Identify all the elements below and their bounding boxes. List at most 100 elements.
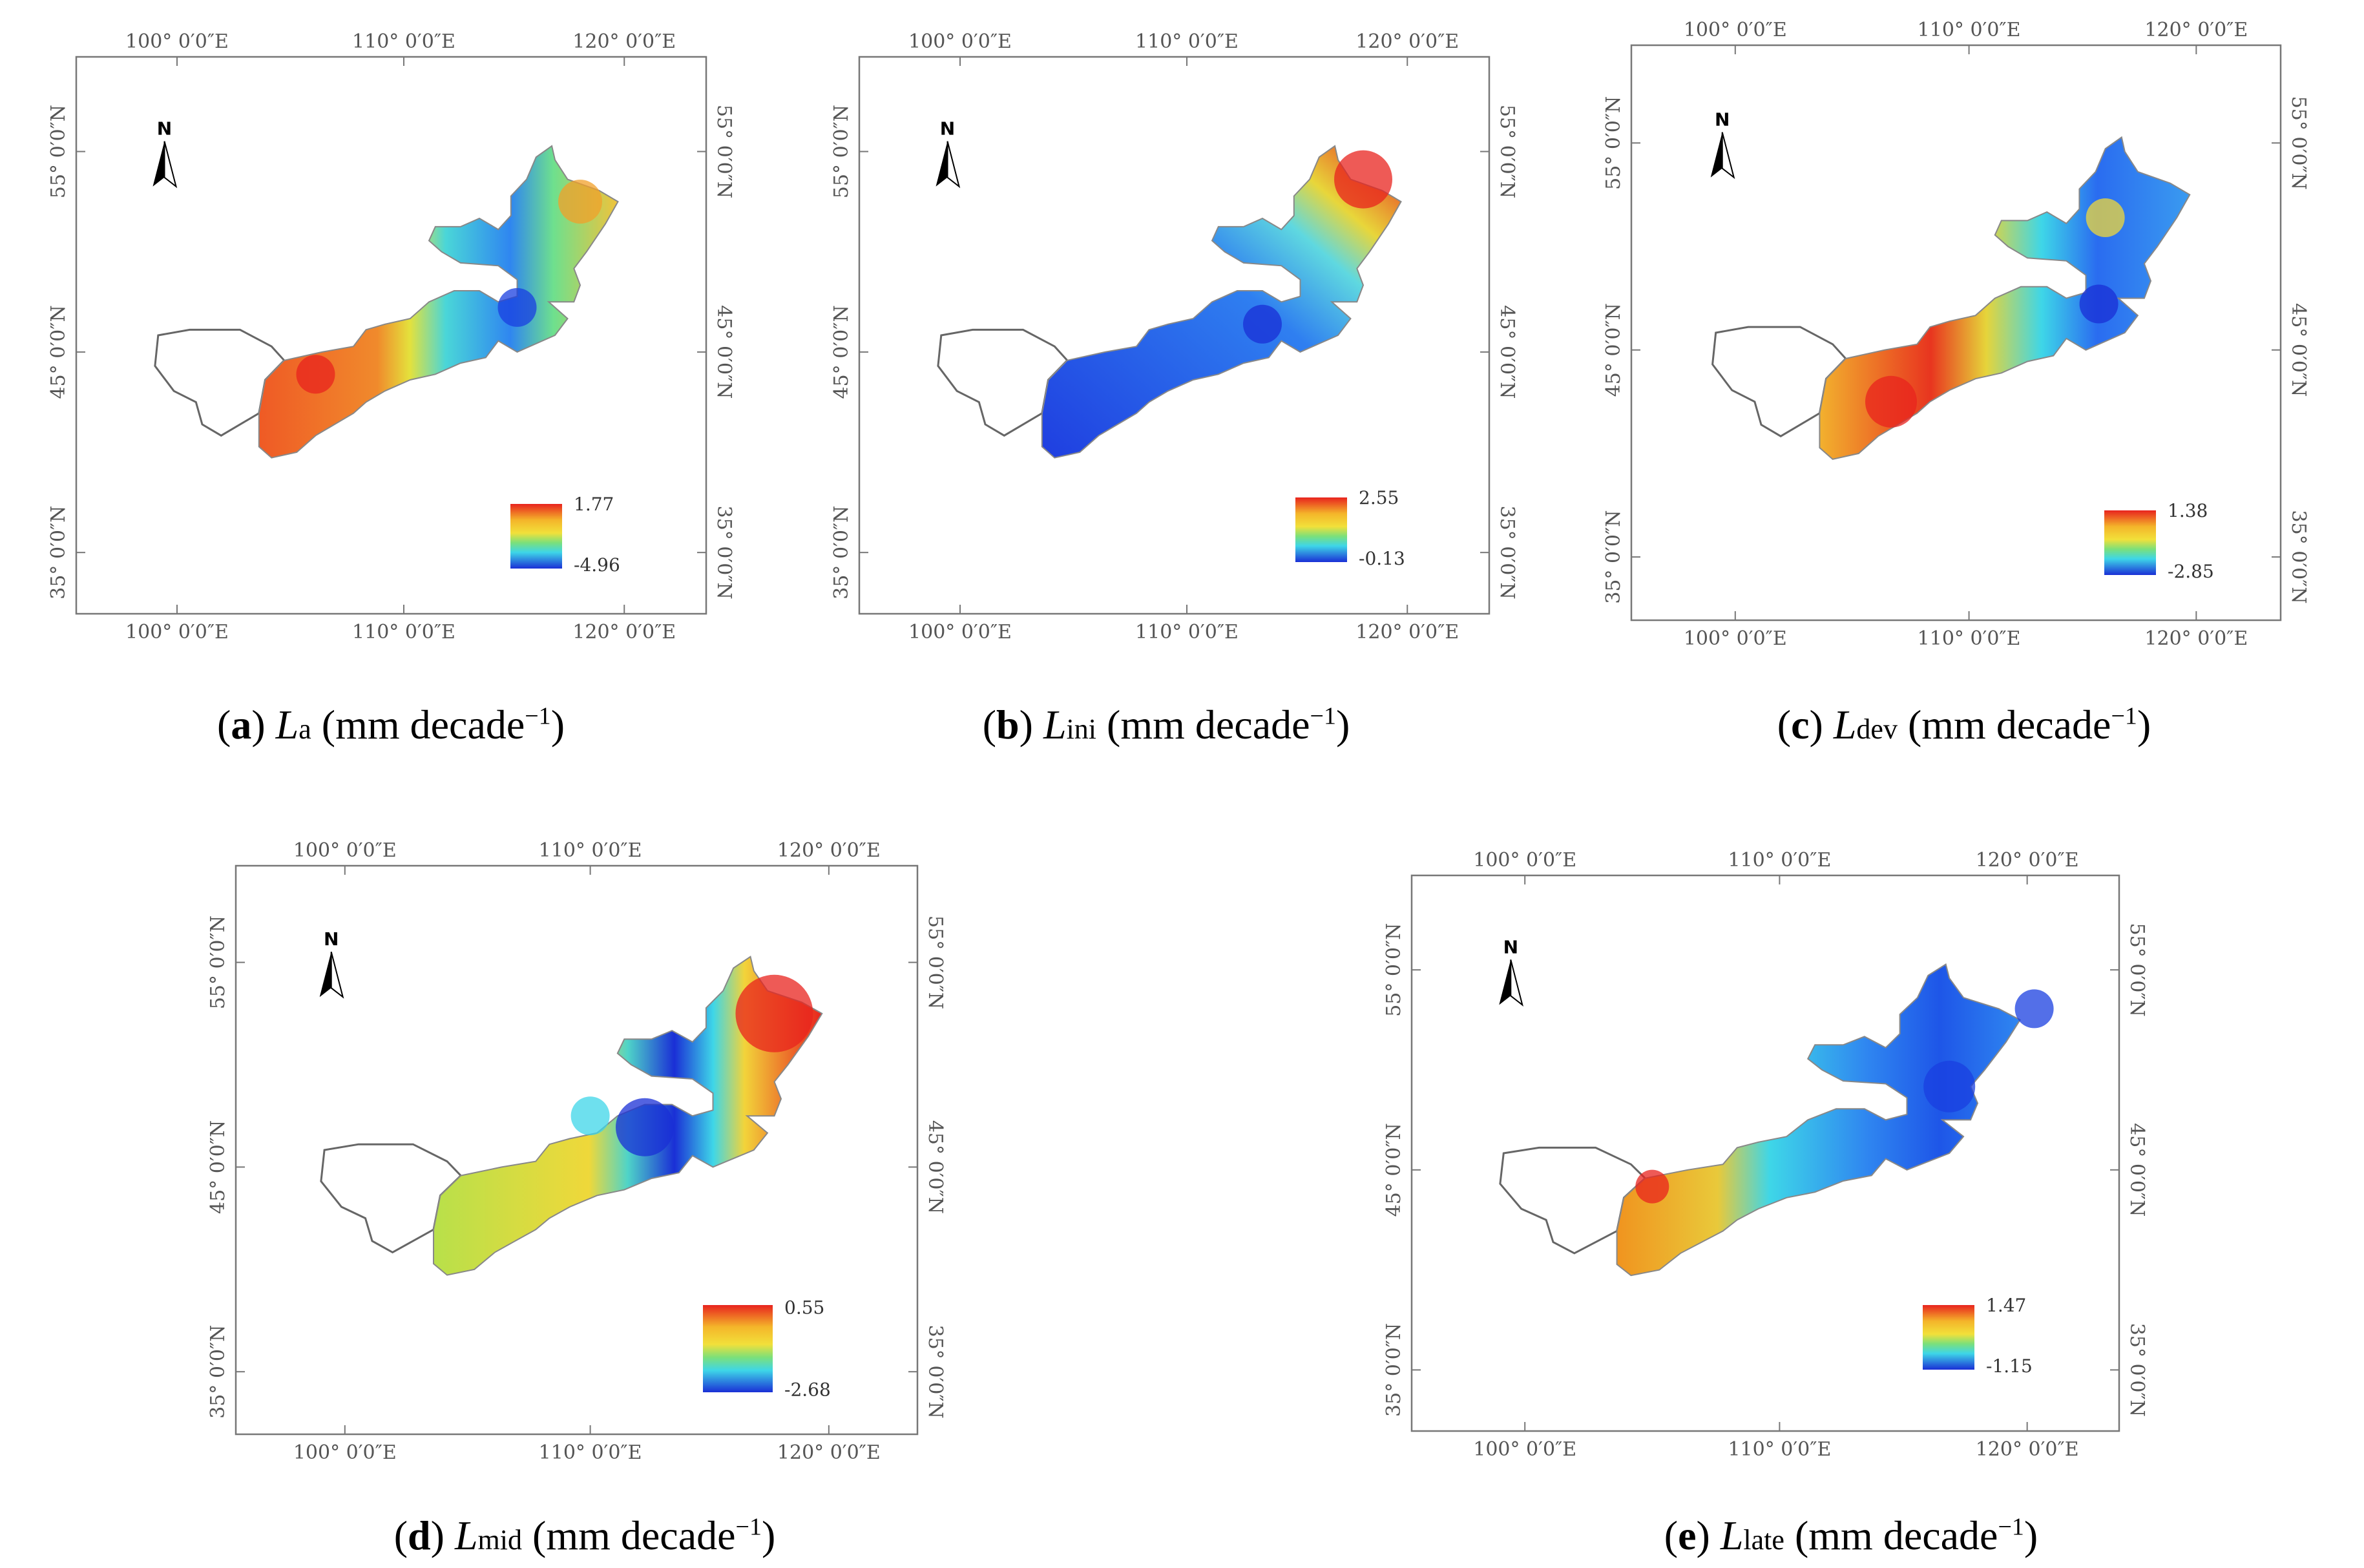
legend-min: -2.85 bbox=[2168, 561, 2214, 582]
legend-min: -4.96 bbox=[574, 554, 620, 576]
lon-label-top: 100° 0′0″E bbox=[1473, 849, 1576, 872]
legend-max: 1.77 bbox=[574, 494, 614, 515]
caption-a: (a) La (mm decade−1) bbox=[217, 702, 565, 747]
lat-label-right: 35° 0′0″N bbox=[924, 1325, 947, 1419]
lon-label-top: 100° 0′0″E bbox=[293, 839, 397, 862]
map-panel-d: 100° 0′0″E 100° 0′0″E 110° 0′0″E 110° 0′0″E… bbox=[207, 839, 947, 1464]
lat-label-left: 55° 0′0″N bbox=[47, 105, 70, 198]
lon-label-bottom: 110° 0′0″E bbox=[1135, 621, 1239, 643]
north-arrow-icon bbox=[319, 952, 331, 998]
lat-label-left: 35° 0′0″N bbox=[207, 1325, 229, 1419]
legend-max: 1.38 bbox=[2168, 500, 2208, 521]
legend-min: -1.15 bbox=[1986, 1355, 2033, 1377]
lon-label-top: 110° 0′0″E bbox=[1135, 30, 1239, 53]
lon-label-top: 120° 0′0″E bbox=[1976, 849, 2079, 872]
north-arrow-icon bbox=[936, 141, 948, 187]
caption-d: (d) Lmid (mm decade−1) bbox=[393, 1512, 776, 1558]
lon-label-top: 100° 0′0″E bbox=[1684, 19, 1787, 41]
lat-label-left: 55° 0′0″N bbox=[207, 915, 229, 1009]
lon-label-top: 110° 0′0″E bbox=[1728, 849, 1831, 872]
north-arrow-icon-half bbox=[947, 141, 961, 189]
value-hotspot bbox=[2014, 989, 2054, 1029]
lat-label-left: 55° 0′0″N bbox=[830, 105, 853, 198]
lon-label-top: 120° 0′0″E bbox=[1355, 30, 1459, 53]
north-arrow-icon-half bbox=[1721, 132, 1735, 180]
north-arrow-icon bbox=[152, 141, 165, 187]
north-label: N bbox=[157, 118, 172, 140]
north-arrow-icon-half bbox=[330, 951, 344, 999]
lat-label-right: 55° 0′0″N bbox=[1496, 105, 1518, 198]
lat-label-right: 35° 0′0″N bbox=[2126, 1323, 2148, 1417]
legend-colorbar bbox=[703, 1305, 773, 1392]
map-panel-b: 100° 0′0″E 100° 0′0″E 110° 0′0″E 110° 0′0″E… bbox=[830, 30, 1518, 643]
map-panel-e: 100° 0′0″E 100° 0′0″E 110° 0′0″E 110° 0′0″E… bbox=[1383, 849, 2148, 1461]
legend-min: -2.68 bbox=[784, 1379, 831, 1400]
value-hotspot bbox=[735, 974, 813, 1052]
caption-e: (e) Llate (mm decade−1) bbox=[1664, 1512, 2038, 1558]
lat-label-right: 45° 0′0″N bbox=[2287, 303, 2310, 397]
lon-label-bottom: 110° 0′0″E bbox=[1918, 627, 2021, 650]
lat-label-left: 45° 0′0″N bbox=[47, 305, 70, 399]
value-hotspot bbox=[1334, 150, 1392, 209]
north-label: N bbox=[1715, 109, 1730, 131]
lat-label-left: 35° 0′0″N bbox=[1383, 1323, 1405, 1417]
lon-label-bottom: 120° 0′0″E bbox=[777, 1441, 881, 1464]
lon-label-bottom: 100° 0′0″E bbox=[1473, 1438, 1576, 1461]
value-hotspot bbox=[1865, 375, 1917, 428]
legend-min: -0.13 bbox=[1359, 548, 1405, 569]
lon-label-bottom: 120° 0′0″E bbox=[572, 621, 676, 643]
lat-label-left: 55° 0′0″N bbox=[1383, 923, 1405, 1017]
lon-label-top: 110° 0′0″E bbox=[352, 30, 455, 53]
lon-label-top: 120° 0′0″E bbox=[2144, 19, 2248, 41]
value-hotspot bbox=[296, 355, 335, 394]
lon-label-top: 100° 0′0″E bbox=[908, 30, 1012, 53]
north-label: N bbox=[1503, 936, 1518, 957]
north-arrow-icon-half bbox=[163, 141, 178, 189]
north-arrow-icon bbox=[1499, 959, 1511, 1005]
value-hotspot bbox=[2079, 284, 2118, 324]
lat-label-right: 35° 0′0″N bbox=[1496, 506, 1518, 600]
lat-label-left: 45° 0′0″N bbox=[1383, 1123, 1405, 1217]
lon-label-bottom: 120° 0′0″E bbox=[1355, 621, 1459, 643]
map-panel-a: 100° 0′0″E 100° 0′0″E 110° 0′0″E 110° 0′0″E… bbox=[47, 30, 735, 643]
lon-label-top: 110° 0′0″E bbox=[539, 839, 642, 862]
lon-label-top: 120° 0′0″E bbox=[572, 30, 676, 53]
value-hotspot bbox=[558, 180, 602, 224]
value-hotspot bbox=[1635, 1169, 1669, 1204]
value-hotspot bbox=[2086, 198, 2125, 237]
lat-label-right: 55° 0′0″N bbox=[924, 915, 947, 1009]
lon-label-top: 120° 0′0″E bbox=[777, 839, 881, 862]
lat-label-left: 55° 0′0″N bbox=[1602, 96, 1625, 190]
lon-label-bottom: 110° 0′0″E bbox=[1728, 1438, 1831, 1461]
value-hotspot bbox=[1243, 304, 1282, 344]
lon-label-bottom: 100° 0′0″E bbox=[1684, 627, 1787, 650]
lat-label-left: 45° 0′0″N bbox=[830, 305, 853, 399]
value-hotspot bbox=[570, 1096, 610, 1136]
lat-label-right: 45° 0′0″N bbox=[924, 1120, 947, 1214]
lat-label-right: 45° 0′0″N bbox=[2126, 1123, 2148, 1217]
region-east-colored bbox=[1616, 963, 2022, 1277]
lon-label-bottom: 120° 0′0″E bbox=[2144, 627, 2248, 650]
lon-label-top: 100° 0′0″E bbox=[125, 30, 229, 53]
lat-label-right: 55° 0′0″N bbox=[2126, 923, 2148, 1017]
legend-max: 1.47 bbox=[1986, 1295, 2026, 1316]
lon-label-bottom: 100° 0′0″E bbox=[125, 621, 229, 643]
lon-label-bottom: 100° 0′0″E bbox=[293, 1441, 397, 1464]
lat-label-left: 35° 0′0″N bbox=[1602, 510, 1625, 604]
lat-label-left: 35° 0′0″N bbox=[47, 506, 70, 600]
value-hotspot bbox=[497, 287, 537, 327]
north-label: N bbox=[940, 118, 955, 140]
lat-label-left: 35° 0′0″N bbox=[830, 506, 853, 600]
lon-label-bottom: 120° 0′0″E bbox=[1976, 1438, 2079, 1461]
map-panel-c: 100° 0′0″E 100° 0′0″E 110° 0′0″E 110° 0′0″E… bbox=[1602, 19, 2310, 650]
lon-label-bottom: 110° 0′0″E bbox=[539, 1441, 642, 1464]
north-label: N bbox=[324, 928, 339, 950]
lat-label-left: 45° 0′0″N bbox=[1602, 303, 1625, 397]
legend-colorbar bbox=[1295, 497, 1347, 562]
legend-max: 2.55 bbox=[1359, 487, 1399, 508]
value-hotspot bbox=[616, 1098, 674, 1156]
lat-label-left: 45° 0′0″N bbox=[207, 1120, 229, 1214]
lat-label-right: 35° 0′0″N bbox=[713, 506, 735, 600]
caption-b: (b) Lini (mm decade−1) bbox=[982, 702, 1350, 747]
